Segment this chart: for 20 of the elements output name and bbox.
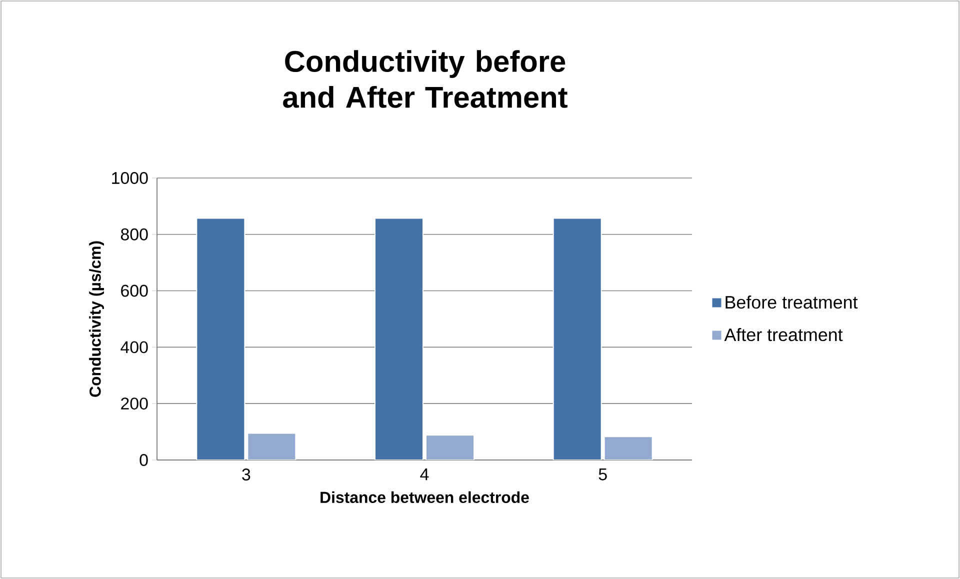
x-axis-title: Distance between electrode	[320, 491, 529, 504]
bar	[196, 218, 246, 460]
bar	[604, 436, 653, 460]
y-tick-label: 800	[120, 228, 148, 240]
bar	[374, 218, 424, 460]
chart-title: Conductivity before and After Treatment	[283, 50, 568, 108]
legend-label: Before treatment	[726, 296, 858, 309]
y-tick-label: 400	[120, 341, 148, 354]
legend-label: After treatment	[724, 328, 843, 342]
x-tick-label: 5	[598, 468, 607, 480]
bar	[552, 218, 602, 460]
bar	[247, 432, 296, 460]
y-tick-label: 0	[140, 454, 148, 466]
y-axis-title: Conductivity (µs/cm)	[89, 241, 104, 397]
y-tick-label: 1000	[112, 172, 148, 184]
bar	[426, 434, 475, 460]
x-tick-label: 3	[242, 468, 250, 481]
x-tick-label: 4	[420, 468, 429, 480]
y-tick-label: 600	[121, 284, 148, 297]
y-tick-label: 200	[121, 398, 148, 410]
